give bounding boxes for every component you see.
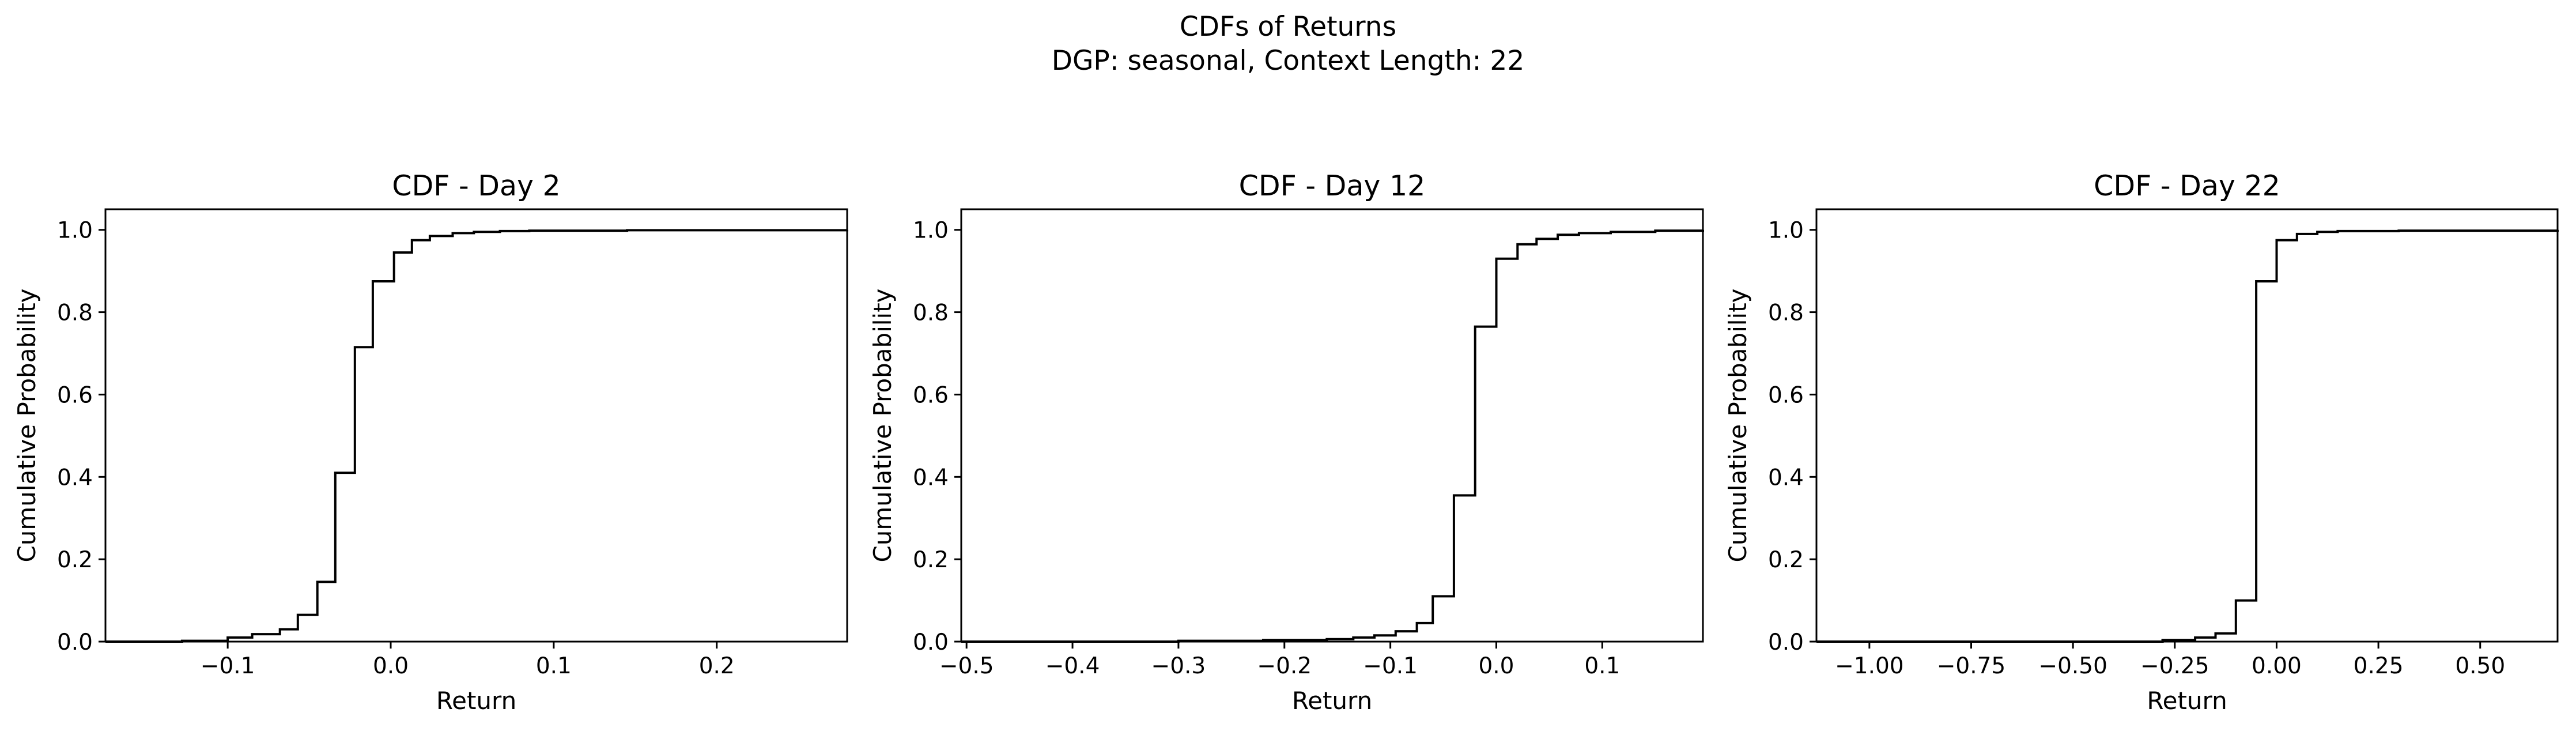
x-tick-label: 0.50 <box>2455 653 2505 679</box>
x-tick-label: 0.1 <box>536 653 572 679</box>
y-tick-label: 1.0 <box>1768 218 1804 244</box>
suptitle-line-2: DGP: seasonal, Context Length: 22 <box>1052 45 1524 77</box>
axes-frame <box>104 208 848 643</box>
y-tick-label: 1.0 <box>913 218 949 244</box>
cdf-step-line <box>105 229 848 643</box>
chart-title: CDF - Day 22 <box>2094 169 2280 202</box>
y-axis-label: Cumulative Probability <box>868 288 897 562</box>
y-tick-label: 0.8 <box>57 300 93 326</box>
x-tick-label: 0.2 <box>699 653 735 679</box>
y-tick-label: 0.8 <box>913 300 949 326</box>
y-tick-label: 0.2 <box>1768 547 1804 573</box>
y-tick-label: 1.0 <box>57 218 93 244</box>
x-tick-label: −0.1 <box>201 653 255 679</box>
x-tick-label: 0.25 <box>2354 653 2404 679</box>
x-tick-label: −0.3 <box>1151 653 1206 679</box>
chart-title: CDF - Day 2 <box>392 169 560 202</box>
x-tick-label: −0.50 <box>2038 653 2107 679</box>
x-axis-label: Return <box>2147 687 2227 715</box>
chart-panel-2: CDF - Day 12 −0.5 −0.4 −0.3 −0.2 −0.1 0.0 0.1 0.… <box>868 169 1704 715</box>
x-tick-label: −0.4 <box>1045 653 1100 679</box>
x-tick-label: −0.75 <box>1937 653 2006 679</box>
y-axis-label: Cumulative Probability <box>13 288 41 562</box>
y-tick-label: 0.6 <box>913 382 949 408</box>
y-tick-label: 0.4 <box>913 465 949 491</box>
x-tick-label: −0.1 <box>1363 653 1418 679</box>
x-tick-label: −0.25 <box>2140 653 2209 679</box>
y-tick-label: 0.2 <box>913 547 949 573</box>
y-tick-label: 0.0 <box>913 630 949 655</box>
x-tick-label: −1.00 <box>1835 653 1904 679</box>
axes-frame <box>1815 208 2559 643</box>
cdf-step-line <box>1816 229 2559 643</box>
x-tick-label: 0.0 <box>1478 653 1514 679</box>
y-tick-label: 0.4 <box>1768 465 1804 491</box>
y-tick-label: 0.0 <box>1768 630 1804 655</box>
x-tick-label: −0.5 <box>939 653 994 679</box>
chart-panel-3: CDF - Day 22 −1.00 −0.75 −0.50 −0.25 0.00 0.25… <box>1724 169 2559 715</box>
x-tick-label: 0.1 <box>1584 653 1620 679</box>
y-tick-label: 0.8 <box>1768 300 1804 326</box>
x-tick-label: 0.0 <box>373 653 409 679</box>
x-axis-label: Return <box>1292 687 1372 715</box>
x-tick-label: −0.2 <box>1257 653 1312 679</box>
cdf-step-line <box>961 229 1704 643</box>
axes-frame <box>960 208 1704 643</box>
y-tick-label: 0.6 <box>1768 382 1804 408</box>
x-tick-label: 0.00 <box>2252 653 2302 679</box>
y-axis-label: Cumulative Probability <box>1724 288 1752 562</box>
y-tick-label: 0.0 <box>57 630 93 655</box>
chart-panel-1: CDF - Day 2 −0.1 0.0 0.1 0.2 0.0 0.2 0.4 0.6 0.8 1… <box>13 169 848 715</box>
suptitle-line-1: CDFs of Returns <box>1180 11 1396 43</box>
y-tick-label: 0.4 <box>57 465 93 491</box>
y-tick-label: 0.2 <box>57 547 93 573</box>
x-axis-label: Return <box>436 687 516 715</box>
panels: CDF - Day 2 −0.1 0.0 0.1 0.2 0.0 0.2 0.4 0.6 0.8 1… <box>13 169 2559 715</box>
chart-title: CDF - Day 12 <box>1239 169 1426 202</box>
y-tick-label: 0.6 <box>57 382 93 408</box>
